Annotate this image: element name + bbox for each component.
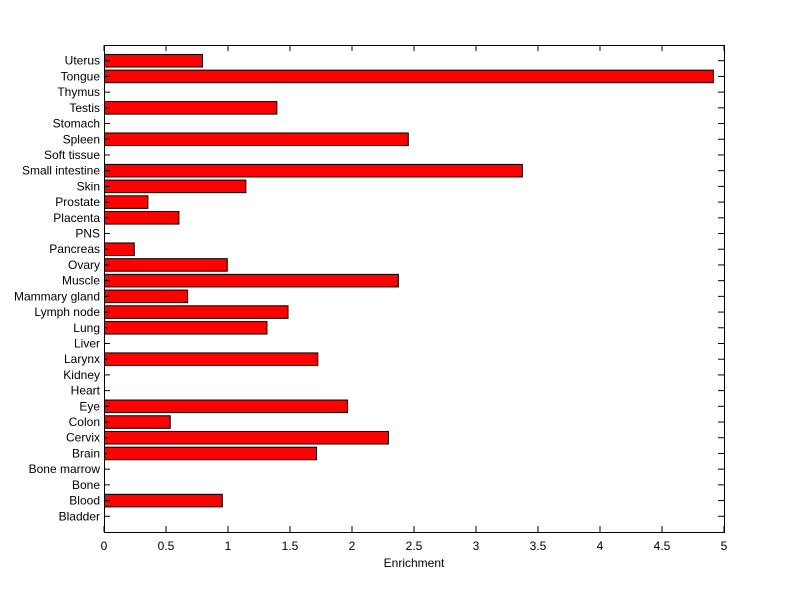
y-tick-label: Prostate	[55, 195, 100, 209]
y-tick-label: Heart	[71, 384, 101, 398]
y-tick-label: Uterus	[65, 54, 100, 68]
bar-tongue	[104, 69, 714, 84]
y-tick-label: PNS	[75, 227, 100, 241]
bar-blood	[104, 493, 223, 508]
y-tick-label: Eye	[79, 399, 100, 413]
y-tick-label: Lung	[73, 321, 100, 335]
y-tick-label: Pancreas	[49, 242, 100, 256]
x-tick-label: 3.5	[530, 539, 547, 553]
y-tick-label: Colon	[69, 415, 100, 429]
y-tick-label: Small intestine	[22, 164, 100, 178]
x-tick-label: 0	[101, 539, 108, 553]
bar-brain	[104, 446, 318, 461]
y-tick-label: Spleen	[63, 132, 100, 146]
plot-frame	[104, 45, 725, 533]
x-tick-label: 3	[473, 539, 480, 553]
x-tick-label: 1	[225, 539, 232, 553]
y-tick-label: Soft tissue	[44, 148, 100, 162]
y-tick-label: Testis	[69, 101, 100, 115]
bar-uterus	[104, 53, 203, 68]
bar-lymph-node	[104, 305, 289, 319]
y-tick-label: Lymph node	[34, 305, 100, 319]
y-tick-label: Placenta	[53, 211, 100, 225]
x-tick-label: 2.5	[406, 539, 423, 553]
x-tick-label: 4.5	[654, 539, 671, 553]
bar-testis	[104, 101, 278, 115]
y-tick-label: Cervix	[66, 431, 100, 445]
y-tick-label: Ovary	[68, 258, 100, 272]
bar-larynx	[104, 352, 319, 366]
bar-mammary-gland	[104, 289, 189, 304]
y-tick-label: Kidney	[63, 368, 100, 382]
y-tick-label: Blood	[69, 494, 100, 508]
y-tick-label: Muscle	[62, 274, 100, 288]
bar-spleen	[104, 132, 409, 147]
bar-lung	[104, 320, 268, 335]
bar-small-intestine	[104, 163, 523, 178]
bar-ovary	[104, 258, 228, 272]
x-tick-label: 2	[349, 539, 356, 553]
x-tick-label: 1.5	[282, 539, 299, 553]
y-tick-label: Skin	[77, 179, 100, 193]
y-tick-label: Brain	[72, 446, 100, 460]
bar-colon	[104, 415, 171, 429]
y-tick-label: Larynx	[64, 352, 100, 366]
bars-group	[104, 53, 714, 508]
y-tick-label: Tongue	[61, 69, 101, 83]
bar-skin	[104, 179, 247, 194]
x-tick-label: 0.5	[158, 539, 175, 553]
y-tick-label: Bladder	[59, 509, 100, 523]
bar-muscle	[104, 273, 399, 288]
x-tick-label: 5	[721, 539, 728, 553]
y-tick-label: Stomach	[53, 117, 100, 131]
x-tick-label: 4	[597, 539, 604, 553]
bar-eye	[104, 399, 349, 414]
y-tick-label: Bone	[72, 478, 100, 492]
y-tick-label: Mammary gland	[14, 289, 100, 303]
bar-prostate	[104, 195, 149, 209]
y-tick-label: Bone marrow	[29, 462, 101, 476]
bar-placenta	[104, 211, 180, 225]
y-tick-label: Thymus	[57, 85, 100, 99]
bar-cervix	[104, 430, 389, 445]
y-tick-label: Liver	[74, 336, 100, 350]
x-axis-label: Enrichment	[384, 556, 445, 570]
